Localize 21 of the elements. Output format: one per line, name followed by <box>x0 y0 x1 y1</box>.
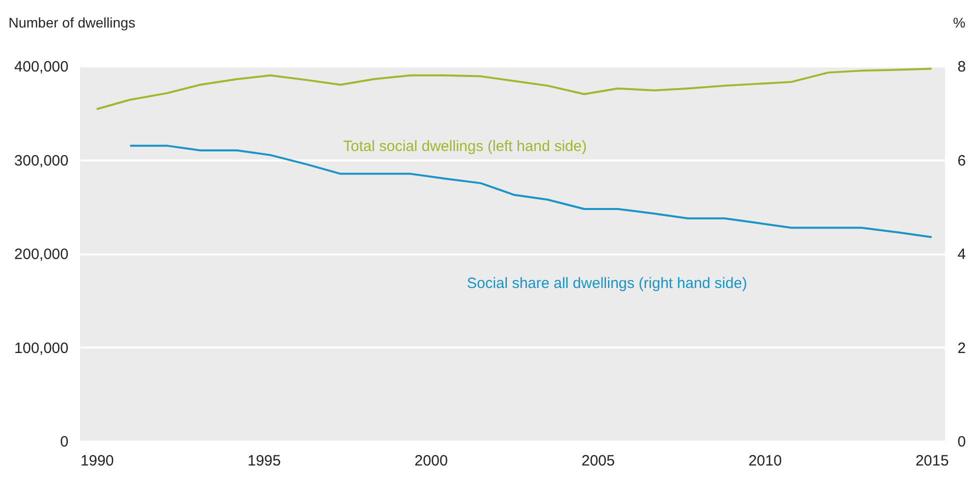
y-tick-label: 300,000 <box>14 152 68 170</box>
y2-tick-label: 4 <box>958 246 966 263</box>
y2-tick-label: 6 <box>958 152 966 170</box>
text: Total social dwellings (left hand side) <box>343 138 587 155</box>
text: Social share all dwellings (right hand side) <box>466 275 748 292</box>
y-tick-label: 200,000 <box>14 246 68 263</box>
y2-tick-label: 0 <box>958 434 966 450</box>
y-axis-title: Number of dwellings <box>8 14 136 30</box>
y2-tick-label: 8 <box>958 58 966 76</box>
y2-axis-title: % <box>953 14 966 30</box>
x-tick-label: 1990 <box>80 452 114 470</box>
y-tick-label: 400,000 <box>14 58 68 76</box>
x-tick-label: 1995 <box>248 452 281 470</box>
x-tick-label: 2005 <box>581 452 615 470</box>
y2-tick-label: 2 <box>958 340 966 357</box>
x-tick-label: 2010 <box>748 452 782 470</box>
x-tick-label: 2015 <box>915 452 949 470</box>
y-tick-label: 100,000 <box>14 340 68 357</box>
x-tick-label: 2000 <box>414 452 448 470</box>
line-series <box>96 68 933 110</box>
y-tick-label: 0 <box>60 434 68 450</box>
